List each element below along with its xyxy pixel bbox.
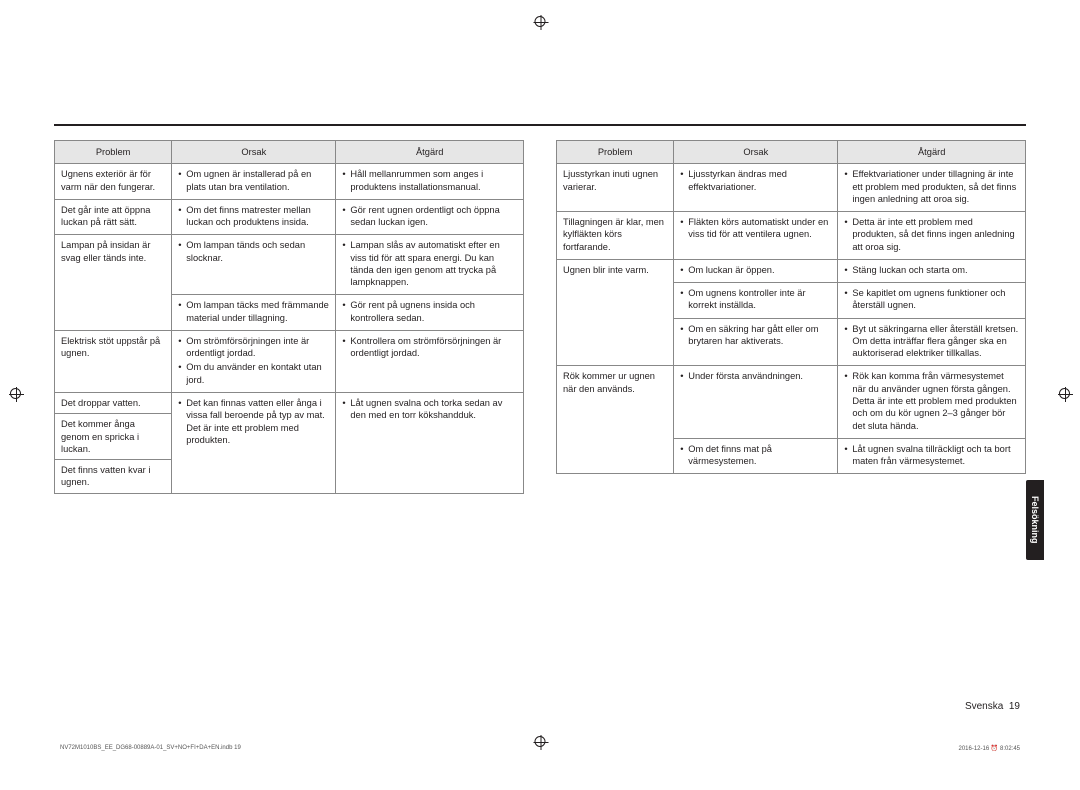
troubleshoot-table-left: Problem Orsak Åtgärd Ugnens exteriör är … — [54, 140, 524, 494]
table-cell: Det kommer ånga genom en spricka i lucka… — [55, 414, 172, 460]
table-cell: Stäng luckan och starta om. — [838, 259, 1026, 282]
table-cell: Ljusstyrkan inuti ugnen varierar. — [557, 164, 674, 212]
footer-page: 19 — [1009, 701, 1020, 712]
table-cell: Om lampan täcks med främmande material u… — [172, 295, 336, 331]
table-cell: Om ugnens kontroller inte är korrekt ins… — [674, 283, 838, 319]
col-header-cause: Orsak — [172, 141, 336, 164]
table-cell: Ugnen blir inte varm. — [557, 259, 674, 366]
table-cell: Om strömförsörjningen inte är ordentligt… — [172, 330, 336, 392]
table-cell: Låt ugnen svalna tillräckligt och ta bor… — [838, 438, 1026, 474]
table-cell: Det droppar vatten. — [55, 392, 172, 413]
table-cell: Om lampan tänds och sedan slocknar. — [172, 235, 336, 295]
table-cell: Effektvariationer under tillagning är in… — [838, 164, 1026, 212]
table-cell: Låt ugnen svalna och torka sedan av den … — [336, 392, 524, 493]
horizontal-rule — [54, 124, 1026, 126]
table-cell: Rök kommer ur ugnen när den används. — [557, 366, 674, 474]
right-column: Problem Orsak Åtgärd Ljusstyrkan inuti u… — [556, 140, 1026, 494]
table-cell: Rök kan komma från värmesystemet när du … — [838, 366, 1026, 438]
table-cell: Kontrollera om strömförsörjningen är ord… — [336, 330, 524, 392]
table-cell: Det går inte att öppna luckan på rätt sä… — [55, 199, 172, 235]
page-footer: Svenska 19 — [965, 701, 1020, 712]
table-cell: Byt ut säkringarna eller återställ krets… — [838, 318, 1026, 366]
col-header-action: Åtgärd — [336, 141, 524, 164]
table-cell: Fläkten körs automatiskt under en viss t… — [674, 212, 838, 260]
left-column: Problem Orsak Åtgärd Ugnens exteriör är … — [54, 140, 524, 494]
table-cell: Om ugnen är installerad på en plats utan… — [172, 164, 336, 200]
table-cell: Ugnens exteriör är för varm när den fung… — [55, 164, 172, 200]
print-footer-left: NV72M1010BS_EE_DG68-00889A-01_SV+NO+FI+D… — [60, 745, 241, 752]
side-tab: Felsökning — [1026, 480, 1044, 560]
table-cell: Gör rent ugnen ordentligt och öppna seda… — [336, 199, 524, 235]
table-cell: Om en säkring har gått eller om brytaren… — [674, 318, 838, 366]
col-header-action: Åtgärd — [838, 141, 1026, 164]
crop-mark-top — [535, 16, 546, 30]
col-header-problem: Problem — [557, 141, 674, 164]
table-cell: Lampan slås av automatiskt efter en viss… — [336, 235, 524, 295]
table-cell: Tillagningen är klar, men kylfläkten kör… — [557, 212, 674, 260]
troubleshoot-table-right: Problem Orsak Åtgärd Ljusstyrkan inuti u… — [556, 140, 1026, 474]
col-header-problem: Problem — [55, 141, 172, 164]
table-cell: Det finns vatten kvar i ugnen. — [55, 460, 172, 494]
table-cell: Ljusstyrkan ändras med effektvariationer… — [674, 164, 838, 212]
table-cell: Om det finns mat på värmesystemen. — [674, 438, 838, 474]
print-footer: NV72M1010BS_EE_DG68-00889A-01_SV+NO+FI+D… — [60, 745, 1020, 752]
crop-mark-right — [1059, 388, 1070, 402]
table-cell: Håll mellanrummen som anges i produktens… — [336, 164, 524, 200]
table-cell: Elektrisk stöt uppstår på ugnen. — [55, 330, 172, 392]
table-cell: Se kapitlet om ugnens funktioner och åte… — [838, 283, 1026, 319]
footer-language: Svenska — [965, 701, 1003, 712]
crop-mark-left — [10, 388, 21, 402]
table-cell: Det kan finnas vatten eller ånga i vissa… — [172, 392, 336, 493]
print-footer-right: 2016-12-16 ⏰ 8:02:45 — [958, 745, 1020, 752]
page: Problem Orsak Åtgärd Ugnens exteriör är … — [0, 0, 1080, 790]
table-cell: Om det finns matrester mellan luckan och… — [172, 199, 336, 235]
content-area: Problem Orsak Åtgärd Ugnens exteriör är … — [54, 46, 1026, 722]
table-cell: Detta är inte ett problem med produkten,… — [838, 212, 1026, 260]
col-header-cause: Orsak — [674, 141, 838, 164]
table-cell: Om luckan är öppen. — [674, 259, 838, 282]
table-cell: Gör rent på ugnens insida och kontroller… — [336, 295, 524, 331]
table-cell: Under första användningen. — [674, 366, 838, 438]
table-cell: Lampan på insidan är svag eller tänds in… — [55, 235, 172, 331]
